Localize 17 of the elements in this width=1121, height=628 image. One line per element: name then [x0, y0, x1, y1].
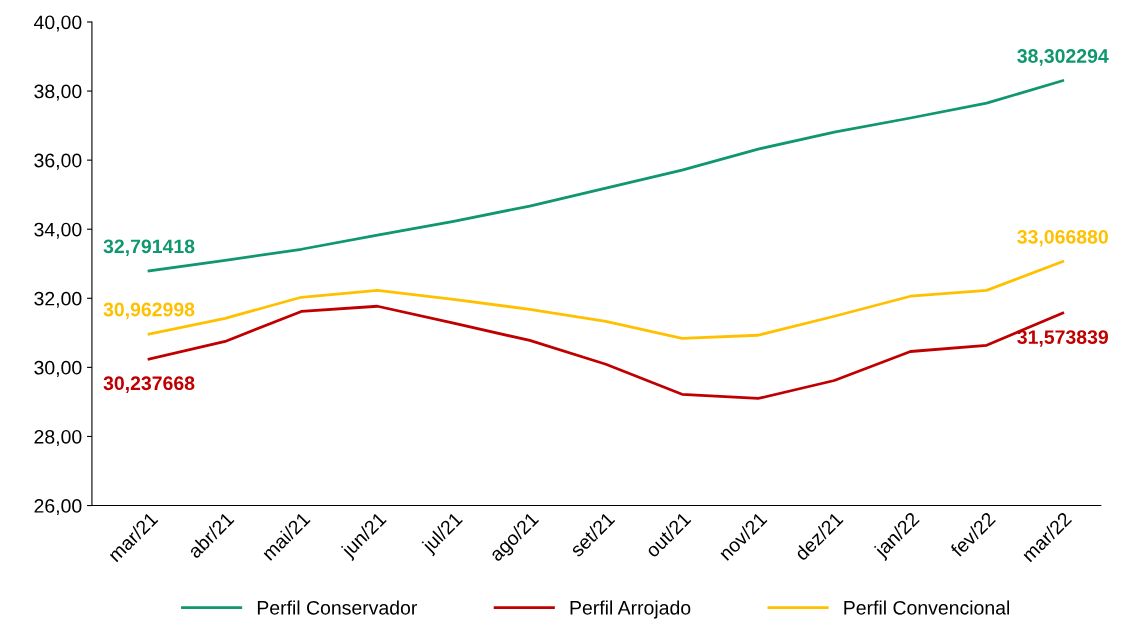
y-tick-label: 26,00 — [34, 499, 82, 516]
legend-label: Perfil Conservador — [257, 600, 418, 615]
y-tick-label: 30,00 — [34, 360, 82, 377]
data-label: 32,791418 — [103, 239, 195, 257]
y-tick-label: 32,00 — [34, 291, 82, 308]
data-label: 30,237668 — [103, 376, 195, 393]
y-tick-label: 28,00 — [34, 429, 82, 446]
y-tick-label: 40,00 — [33, 15, 82, 32]
legend-label: Perfil Convencional — [844, 600, 1010, 615]
legend-label: Perfil Arrojado — [570, 600, 691, 619]
data-label: 38,302294 — [1017, 49, 1109, 66]
y-tick-label: 36,00 — [34, 153, 82, 170]
data-label: 31,573839 — [1017, 330, 1108, 347]
y-tick-label: 34,00 — [34, 222, 82, 239]
data-label: 30,962998 — [103, 302, 195, 320]
y-tick-label: 38,00 — [34, 84, 82, 101]
data-label: 33,066880 — [1017, 229, 1108, 247]
